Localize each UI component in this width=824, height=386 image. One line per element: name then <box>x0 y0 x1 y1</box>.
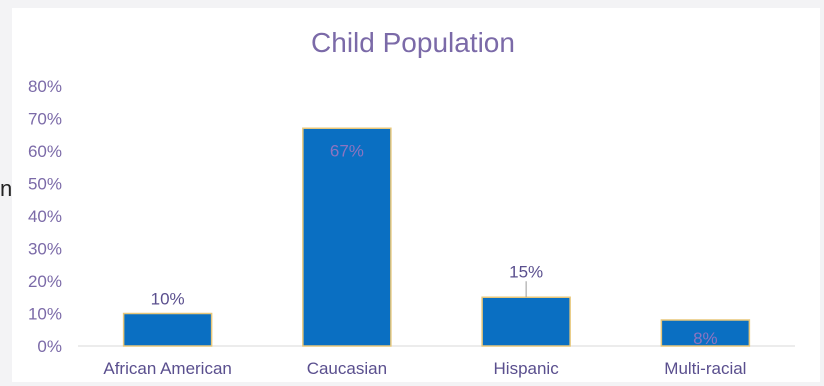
y-tick-label: 60% <box>28 142 62 161</box>
y-tick-label: 50% <box>28 175 62 194</box>
bar <box>302 127 392 347</box>
x-category-label: Hispanic <box>494 359 560 378</box>
x-category-label: Multi-racial <box>664 359 746 378</box>
bar <box>481 296 571 347</box>
bars <box>122 127 751 347</box>
y-tick-label: 80% <box>28 77 62 96</box>
chart-title: Child Population <box>311 27 515 58</box>
x-category-label: Caucasian <box>307 359 387 378</box>
bar <box>122 312 213 347</box>
edge-text-fragment: n <box>0 176 13 201</box>
data-label: 67% <box>330 141 364 160</box>
data-label: 8% <box>693 329 718 348</box>
data-labels: 10% 67% 15% 8% <box>151 141 718 348</box>
y-axis: 0% 10% 20% 30% 40% 50% 60% 70% 80% <box>28 77 62 356</box>
data-label: 10% <box>151 290 185 309</box>
y-tick-label: 70% <box>28 110 62 129</box>
bar <box>660 319 751 347</box>
y-tick-label: 10% <box>28 305 62 324</box>
y-tick-label: 20% <box>28 272 62 291</box>
y-tick-label: 30% <box>28 240 62 259</box>
x-axis: African American Caucasian Hispanic Multi-r… <box>103 359 746 378</box>
x-category-label: African American <box>103 359 232 378</box>
data-label: 15% <box>509 262 543 281</box>
y-tick-label: 40% <box>28 207 62 226</box>
y-tick-label: 0% <box>37 337 62 356</box>
